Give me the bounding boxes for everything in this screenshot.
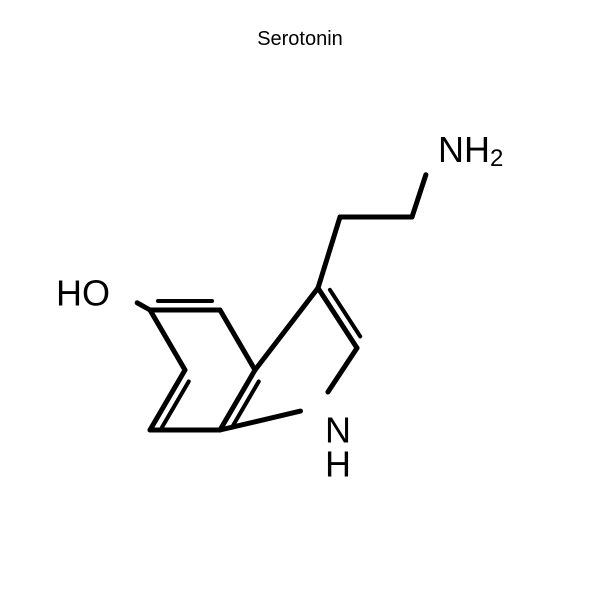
figure-container: Serotonin HONHNH2	[0, 0, 600, 600]
molecule-diagram: HONHNH2	[0, 0, 600, 600]
hydroxyl-label: HO	[56, 273, 110, 314]
amine-label: NH2	[438, 129, 503, 173]
molecule-title: Serotonin	[0, 28, 600, 51]
pyrrole-h-label: H	[325, 444, 351, 485]
